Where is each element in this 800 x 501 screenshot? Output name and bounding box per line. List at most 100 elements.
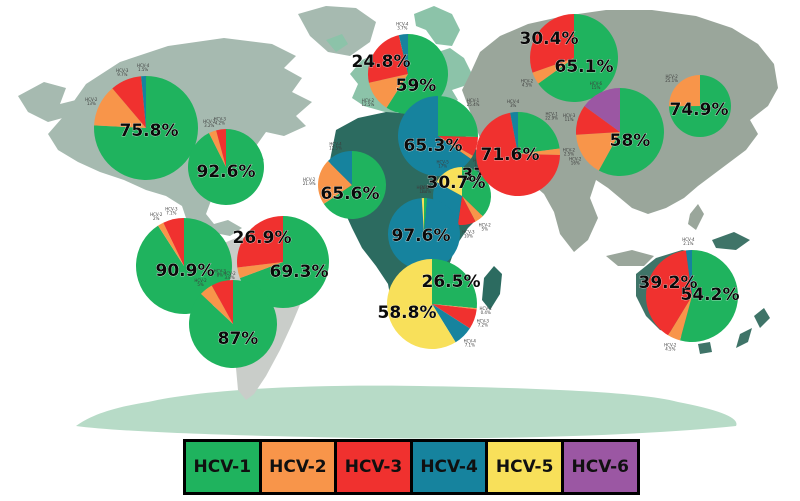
pie-minor-slice-caption: HCV-6 15%: [590, 81, 603, 90]
pie-australia-oceania: 54.2% HCV-2 4.5% 39.2% HCV-4 2.1%: [638, 237, 740, 351]
pie-slice-hcv-1: [189, 280, 278, 369]
pie-minor-slice-caption: HCV-2 0.4%: [480, 306, 493, 315]
pie-east-asia: 58% HCV-2 16% HCV-3 11% HCV-6 15%: [563, 81, 664, 176]
pie-andean-south-america: 90.9% HCV-2 2%HCV-3 7.1%: [135, 206, 232, 314]
pie-percentage-label: 58.8%: [378, 303, 437, 323]
pie-percentage-label: 74.9%: [670, 100, 729, 120]
pie-north-america: 75.8% HCV-2 13% HCV-3 9.7% HCV-4 1.5%: [85, 63, 199, 180]
continent-antarctica: [76, 385, 737, 439]
pie-slice-hcv-4: [327, 151, 352, 185]
pie-slice-hcv-2: [668, 75, 700, 107]
pie-minor-slice-caption: HCV-2 21.9%: [303, 177, 316, 186]
island-greenland: [298, 6, 376, 56]
pie-slice-hcv-4: [398, 96, 471, 176]
pie-slice-hcv-6: [584, 88, 620, 132]
pie-slice-hcv-2: [438, 136, 473, 159]
pie-minor-slice-caption: HCV-4 7.1%: [464, 339, 477, 348]
pie-minor-slice-caption: HCV-3 7.1%: [165, 206, 178, 215]
pie-slice-hcv-1: [424, 198, 428, 234]
pie-slice-hcv-3: [216, 129, 226, 167]
pie-percentage-label: 24.8%: [352, 52, 411, 72]
pie-percentage-label: 58%: [610, 131, 651, 151]
pie-japan: 74.9% HCV-2 25.1%: [665, 74, 731, 137]
legend-item-hcv-2: HCV-2: [258, 439, 338, 495]
pie-minor-slice-caption: HCV-2 3.2%: [203, 119, 216, 128]
pie-slice-hcv-2: [518, 148, 561, 156]
pie-minor-slice-caption: HCV-2 25.1%: [665, 74, 678, 83]
region-scandinavia: [414, 6, 460, 46]
continent-alaska: [18, 82, 76, 122]
pie-percentage-label: 69.3%: [270, 262, 329, 282]
pie-percentage-label: 26.5%: [422, 272, 481, 292]
pie-slice-hcv-2: [668, 296, 692, 341]
pie-percentage-label: 65.3%: [404, 136, 463, 156]
legend-item-hcv-4: HCV-4: [409, 439, 489, 495]
pie-slice-hcv-2: [432, 304, 477, 310]
pie-slice-hcv-4: [387, 198, 460, 270]
pie-percentage-label: 65.6%: [321, 184, 380, 204]
pie-slice-hcv-3: [476, 112, 560, 196]
island-new-zealand-north: [754, 308, 770, 328]
pie-percentage-label: 59%: [396, 76, 437, 96]
pie-slice-hcv-4: [398, 34, 408, 74]
pie-minor-slice-caption: HCV-4 3%: [507, 99, 520, 108]
pie-charts-layer: 75.8% HCV-2 13% HCV-3 9.7% HCV-4 1.5% 92.6% HCV-…: [85, 14, 740, 369]
pie-slice-hcv-1: [239, 215, 330, 309]
pie-percentage-label: 65.1%: [555, 57, 614, 77]
legend-item-hcv-6: HCV-6: [560, 439, 640, 495]
pie-minor-slice-caption: HCV-1 25.4%: [467, 98, 480, 107]
pie-minor-slice-caption: HCV-3 8%: [214, 269, 227, 278]
legend-item-hcv-3: HCV-3: [334, 439, 413, 495]
pie-slice-hcv-2: [158, 222, 184, 266]
island-new-zealand-south: [736, 328, 752, 348]
pie-percentage-label: 75.8%: [120, 121, 179, 141]
pie-slice-hcv-2: [237, 262, 283, 279]
pie-minor-slice-caption: HCV-3 9.7%: [116, 68, 129, 77]
pie-slice-hcv-3: [237, 216, 283, 268]
pie-minor-slice-caption: HCV-3 11%: [563, 113, 576, 122]
pie-slice-hcv-4: [432, 304, 470, 343]
pie-central-america-caribbean: 92.6% HCV-2 3.2%HCV-3 4.2%: [187, 116, 264, 205]
pie-minor-slice-caption: HCV-1 22.9%: [545, 112, 558, 121]
pie-slice-hcv-3: [576, 106, 620, 135]
pie-minor-slice-caption: HCV-1 1.4%: [420, 185, 433, 194]
pie-percentage-label: 71.6%: [481, 145, 540, 165]
pie-slice-hcv-2: [368, 74, 408, 108]
pie-slice-hcv-3: [163, 218, 184, 266]
pie-southern-cone: 87% HCV-2 5% HCV-3 8%: [189, 269, 278, 369]
pie-europe: 59% HCV-2 12.5% 24.8% HCV-4 3.7%: [351, 21, 449, 115]
pie-slice-hcv-2: [94, 88, 146, 128]
pie-percentage-label: 87%: [218, 329, 259, 349]
pie-central-africa: HCV-1 1.4% 97.6% HCV-5 1%: [387, 185, 460, 270]
island-new-guinea: [712, 232, 750, 250]
pie-slice-hcv-3: [211, 280, 233, 324]
pie-russia: 65.1% HCV-2 4.5% 30.4%: [519, 14, 618, 102]
pie-slice-hcv-3: [438, 136, 478, 156]
pie-minor-slice-caption: HCV-3 4.2%: [214, 116, 227, 125]
pie-slice-hcv-2: [318, 160, 352, 204]
pie-slice-hcv-1: [187, 129, 264, 205]
pie-minor-slice-caption: HCV-5 1%: [416, 185, 429, 194]
pie-slice-hcv-4: [685, 250, 692, 296]
pie-slice-hcv-1: [438, 96, 479, 138]
pie-percentage-label: 92.6%: [197, 162, 256, 182]
pie-slice-hcv-1: [669, 75, 731, 137]
pie-slice-hcv-1: [432, 259, 477, 309]
pie-slice-hcv-3: [432, 304, 477, 329]
pie-minor-slice-caption: HCV-2 2.5%: [563, 147, 576, 156]
pie-slice-hcv-1: [94, 76, 199, 180]
pie-slice-hcv-4: [141, 76, 146, 128]
pie-percentage-label: 30.7%: [427, 173, 486, 193]
pie-slice-hcv-1: [462, 167, 492, 217]
pie-minor-slice-caption: HCV-2 16%: [569, 156, 582, 165]
pie-minor-slice-caption: HCV-5 17%: [437, 159, 450, 168]
pie-slice-hcv-3: [112, 76, 146, 128]
island-philippines: [688, 204, 704, 230]
pie-slice-hcv-1: [598, 88, 664, 176]
island-sumatra-java: [606, 250, 654, 266]
pie-minor-slice-caption: HCV-4 3.7%: [396, 21, 409, 30]
pie-slice-hcv-5: [386, 259, 456, 349]
island-madagascar: [482, 266, 502, 310]
pie-percentage-label: 54.2%: [681, 285, 740, 305]
